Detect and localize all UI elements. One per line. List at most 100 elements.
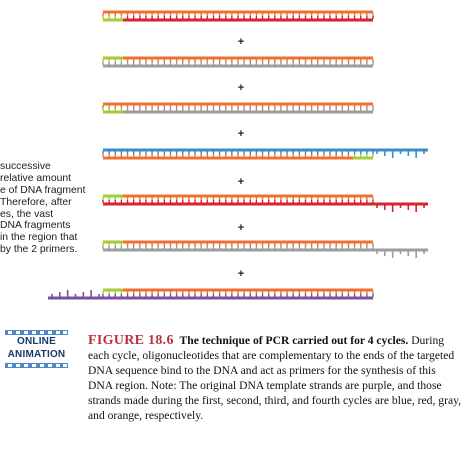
- base-pair-tick: [194, 108, 196, 111]
- base-pair-tick: [323, 197, 325, 200]
- base-pair-tick: [298, 154, 301, 157]
- base-pair-tick: [212, 294, 215, 297]
- base-pair-tick: [347, 294, 350, 297]
- base-pair-tick: [151, 291, 153, 294]
- base-pair-tick: [169, 197, 172, 200]
- base-pair-tick: [151, 200, 153, 203]
- base-pair-tick: [304, 294, 307, 297]
- base-pair-tick: [360, 105, 362, 108]
- strand-overhang: [48, 296, 103, 300]
- duplex-3-top-strand: [103, 102, 373, 106]
- base-pair-tick: [139, 59, 141, 62]
- base-pair-tick: [341, 291, 344, 294]
- base-pair-tick: [292, 291, 294, 294]
- base-pair-tick: [274, 62, 276, 65]
- base-pair-tick: [310, 291, 313, 294]
- base-pair-tick: [212, 200, 215, 203]
- base-pair-tick: [360, 197, 362, 200]
- overhang-tick: [415, 205, 417, 212]
- online-animation-badge[interactable]: ONLINE ANIMATION: [5, 330, 68, 368]
- base-pair-tick: [132, 62, 135, 65]
- primer-segment: [103, 110, 123, 114]
- base-pair-tick: [329, 200, 331, 203]
- side-text-line: relative amount: [0, 172, 72, 184]
- base-pair-tick: [249, 16, 251, 19]
- overhang-tick: [415, 251, 417, 258]
- base-pair-tick: [157, 246, 159, 249]
- base-pair-tick: [341, 243, 344, 246]
- base-pair-tick: [353, 294, 356, 297]
- base-pair-tick: [157, 105, 159, 108]
- base-pair-tick: [372, 243, 374, 246]
- base-pair-tick: [304, 197, 307, 200]
- base-pair-tick: [163, 105, 166, 108]
- base-pair-tick: [249, 151, 251, 154]
- base-pair-tick: [298, 200, 301, 203]
- base-pair-tick: [366, 243, 368, 246]
- base-pair-tick: [372, 62, 374, 65]
- base-pair-tick: [157, 291, 159, 294]
- base-pair-tick: [360, 291, 362, 294]
- base-pair-tick: [102, 197, 104, 200]
- base-pair-tick: [102, 108, 104, 111]
- base-pair-tick: [157, 200, 159, 203]
- base-pair-tick: [182, 108, 184, 111]
- base-pair-tick: [255, 13, 258, 16]
- base-pair-tick: [347, 151, 350, 154]
- base-pair-tick: [145, 154, 147, 157]
- base-pair-tick: [366, 105, 368, 108]
- base-pair-tick: [237, 246, 239, 249]
- base-pair-tick: [353, 200, 356, 203]
- base-pair-tick: [194, 13, 196, 16]
- duplex-6-top-strand: [103, 240, 373, 244]
- base-pair-tick: [298, 108, 301, 111]
- base-pair-tick: [182, 16, 184, 19]
- base-pair-tick: [274, 151, 276, 154]
- base-pair-tick: [317, 200, 319, 203]
- base-pair-tick: [249, 246, 251, 249]
- base-pair-tick: [255, 59, 258, 62]
- duplex-3-bottom-strand: [103, 110, 373, 114]
- base-pair-tick: [372, 294, 374, 297]
- base-pair-tick: [298, 246, 301, 249]
- base-pair-tick: [126, 108, 129, 111]
- base-pair-tick: [139, 151, 141, 154]
- base-pair-tick: [182, 294, 184, 297]
- base-pair-tick: [175, 151, 178, 154]
- base-pair-tick: [286, 62, 288, 65]
- base-pair-tick: [194, 59, 196, 62]
- figure-label: FIGURE 18.6: [88, 333, 174, 348]
- base-pair-tick: [151, 105, 153, 108]
- base-pair-tick: [304, 62, 307, 65]
- base-pair-tick: [261, 105, 264, 108]
- base-pair-tick: [188, 291, 190, 294]
- plus-sign: +: [238, 128, 244, 140]
- base-pair-tick: [249, 105, 251, 108]
- base-pair-tick: [225, 294, 227, 297]
- base-pair-tick: [139, 294, 141, 297]
- base-pair-tick: [329, 246, 331, 249]
- base-pair-tick: [310, 294, 313, 297]
- overhang-tick: [399, 205, 402, 208]
- base-pair-tick: [120, 105, 123, 108]
- base-pair-tick: [267, 151, 270, 154]
- base-pair-tick: [206, 62, 209, 65]
- base-pair-tick: [231, 294, 233, 297]
- plus-sign: +: [238, 222, 244, 234]
- base-pair-tick: [329, 62, 331, 65]
- base-pair-tick: [114, 151, 116, 154]
- base-pair-tick: [200, 243, 202, 246]
- base-pair-tick: [323, 246, 325, 249]
- base-pair-tick: [267, 16, 270, 19]
- base-pair-tick: [108, 154, 110, 157]
- base-pair-tick: [304, 16, 307, 19]
- base-pair-tick: [194, 154, 196, 157]
- base-pair-tick: [200, 16, 202, 19]
- base-pair-tick: [249, 59, 251, 62]
- base-pair-tick: [335, 197, 337, 200]
- duplex-1-top-strand: [103, 10, 373, 14]
- base-pair-tick: [267, 108, 270, 111]
- base-pair-tick: [353, 16, 356, 19]
- base-pair-tick: [212, 243, 215, 246]
- base-pair-tick: [218, 151, 221, 154]
